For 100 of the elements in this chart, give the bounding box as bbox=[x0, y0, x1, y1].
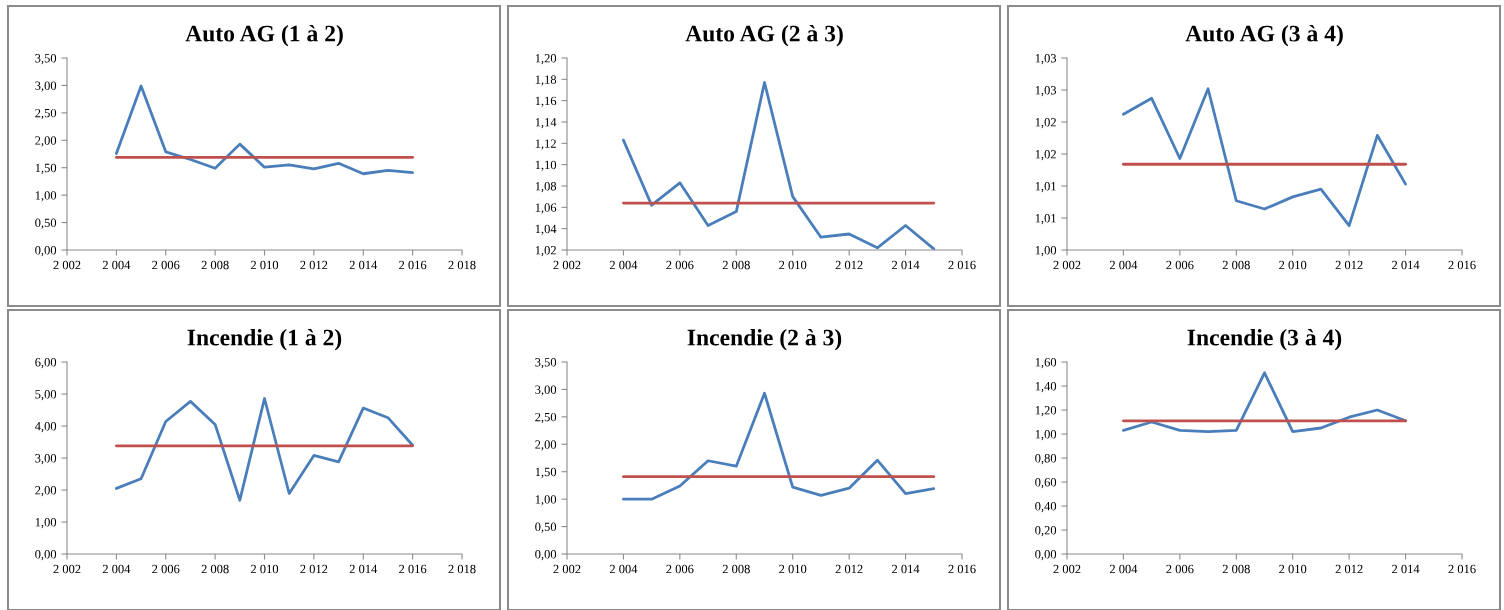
y-tick-label: 2,00 bbox=[35, 486, 57, 497]
y-tick-label: 1,50 bbox=[35, 163, 57, 174]
x-tick-label: 2 002 bbox=[53, 564, 81, 574]
y-tick-label: 1,03 bbox=[1035, 54, 1057, 65]
y-tick-label: 1,20 bbox=[535, 54, 557, 65]
x-tick-label: 2 012 bbox=[835, 260, 863, 270]
y-tick-label: 3,50 bbox=[535, 358, 557, 369]
y-tick-label: 0,20 bbox=[1035, 526, 1057, 537]
y-tick-label: 1,02 bbox=[1035, 150, 1056, 161]
y-tick-label: 1,01 bbox=[1035, 214, 1056, 225]
x-tick-label: 2 010 bbox=[1279, 260, 1307, 270]
y-tick-label: 1,14 bbox=[535, 118, 557, 129]
x-tick-label: 2 016 bbox=[948, 260, 976, 270]
y-tick-label: 1,02 bbox=[1035, 118, 1056, 129]
chart-title: Incendie (3 à 4) bbox=[1187, 328, 1342, 351]
y-tick-label: 1,02 bbox=[535, 246, 556, 257]
x-tick-label: 2 010 bbox=[1279, 564, 1307, 574]
x-tick-label: 2 006 bbox=[152, 260, 180, 270]
y-tick-label: 1,00 bbox=[35, 191, 57, 202]
x-tick-label: 2 008 bbox=[1222, 260, 1250, 270]
x-tick-label: 2 002 bbox=[1053, 260, 1081, 270]
x-tick-label: 2 004 bbox=[102, 564, 131, 574]
line-series bbox=[1122, 87, 1407, 228]
line-series bbox=[622, 81, 936, 250]
x-tick-label: 2 012 bbox=[835, 564, 863, 574]
x-tick-label: 2 004 bbox=[102, 260, 131, 270]
y-tick-label: 0,40 bbox=[1035, 502, 1057, 513]
x-tick-label: 2 004 bbox=[1109, 564, 1138, 574]
y-tick-label: 1,03 bbox=[1035, 86, 1057, 97]
y-tick-label: 1,20 bbox=[1035, 406, 1057, 417]
x-tick-label: 2 006 bbox=[1166, 564, 1194, 574]
line-series bbox=[622, 391, 936, 501]
y-tick-label: 1,06 bbox=[535, 203, 557, 214]
y-tick-label: 3,00 bbox=[35, 454, 57, 465]
y-tick-label: 1,50 bbox=[535, 467, 557, 478]
x-tick-label: 2 018 bbox=[448, 260, 476, 270]
x-tick-label: 2 010 bbox=[779, 260, 807, 270]
x-tick-label: 2 008 bbox=[201, 260, 229, 270]
y-tick-label: 2,00 bbox=[535, 440, 557, 451]
chart-title: Incendie (1 à 2) bbox=[187, 328, 342, 351]
y-tick-label: 1,40 bbox=[1035, 382, 1057, 393]
x-tick-label: 2 012 bbox=[1335, 564, 1363, 574]
x-tick-label: 2 016 bbox=[948, 564, 976, 574]
y-tick-label: 1,01 bbox=[1035, 182, 1056, 193]
y-tick-label: 1,00 bbox=[35, 518, 57, 529]
x-tick-label: 2 004 bbox=[609, 260, 638, 270]
x-tick-label: 2 008 bbox=[201, 564, 229, 574]
y-tick-label: 1,10 bbox=[535, 160, 557, 171]
y-tick-label: 0,60 bbox=[1035, 478, 1057, 489]
x-tick-label: 2 002 bbox=[1053, 564, 1081, 574]
y-tick-label: 0,80 bbox=[1035, 454, 1057, 465]
y-tick-label: 2,50 bbox=[35, 108, 57, 120]
y-tick-label: 3,00 bbox=[535, 385, 557, 396]
y-tick-label: 1,00 bbox=[535, 495, 557, 506]
x-tick-label: 2 014 bbox=[349, 260, 378, 270]
x-tick-label: 2 016 bbox=[1448, 564, 1476, 574]
y-tick-label: 1,12 bbox=[535, 139, 556, 150]
y-tick-label: 2,50 bbox=[535, 412, 557, 424]
y-tick-label: 1,04 bbox=[535, 224, 557, 235]
x-tick-label: 2 010 bbox=[250, 564, 279, 574]
x-tick-label: 2 008 bbox=[1222, 564, 1250, 574]
y-tick-label: 0,50 bbox=[535, 522, 557, 533]
chart-title: Auto AG (2 à 3) bbox=[685, 24, 843, 47]
line-series bbox=[114, 84, 415, 176]
x-tick-label: 2 002 bbox=[53, 260, 81, 270]
x-tick-label: 2 016 bbox=[399, 260, 427, 270]
x-tick-label: 2 002 bbox=[553, 564, 581, 574]
y-tick-label: 0,00 bbox=[1035, 550, 1057, 561]
x-tick-label: 2 008 bbox=[722, 564, 750, 574]
chart-title: Incendie (2 à 3) bbox=[687, 328, 842, 351]
chart-title: Auto AG (3 à 4) bbox=[1185, 24, 1343, 47]
y-tick-label: 1,18 bbox=[535, 75, 557, 86]
y-tick-label: 5,00 bbox=[35, 390, 57, 401]
y-tick-label: 1,00 bbox=[1035, 430, 1057, 441]
line-series bbox=[114, 397, 415, 502]
x-tick-label: 2 012 bbox=[1335, 260, 1363, 270]
y-tick-label: 1,08 bbox=[535, 182, 557, 193]
y-tick-label: 0,00 bbox=[35, 550, 57, 561]
x-tick-label: 2 018 bbox=[448, 564, 476, 574]
x-tick-label: 2 004 bbox=[609, 564, 638, 574]
y-tick-label: 1,60 bbox=[1035, 358, 1057, 369]
x-tick-label: 2 010 bbox=[250, 260, 279, 270]
x-tick-label: 2 012 bbox=[300, 260, 328, 270]
x-tick-label: 2 014 bbox=[892, 564, 920, 574]
x-tick-label: 2 012 bbox=[300, 564, 328, 574]
x-tick-label: 2 006 bbox=[666, 564, 694, 574]
y-tick-label: 0,00 bbox=[535, 550, 557, 561]
y-tick-label: 6,00 bbox=[35, 358, 57, 369]
y-tick-label: 2,00 bbox=[35, 136, 57, 147]
x-tick-label: 2 006 bbox=[152, 564, 180, 574]
y-tick-label: 0,00 bbox=[35, 246, 57, 257]
x-tick-label: 2 008 bbox=[722, 260, 750, 270]
x-tick-label: 2 006 bbox=[1166, 260, 1194, 270]
x-tick-label: 2 014 bbox=[892, 260, 920, 270]
x-tick-label: 2 006 bbox=[666, 260, 694, 270]
chart-title: Auto AG (1 à 2) bbox=[185, 24, 343, 47]
x-tick-label: 2 014 bbox=[1392, 260, 1420, 270]
y-tick-label: 4,00 bbox=[34, 422, 57, 433]
x-tick-label: 2 004 bbox=[1109, 260, 1138, 270]
x-tick-label: 2 002 bbox=[553, 260, 581, 270]
